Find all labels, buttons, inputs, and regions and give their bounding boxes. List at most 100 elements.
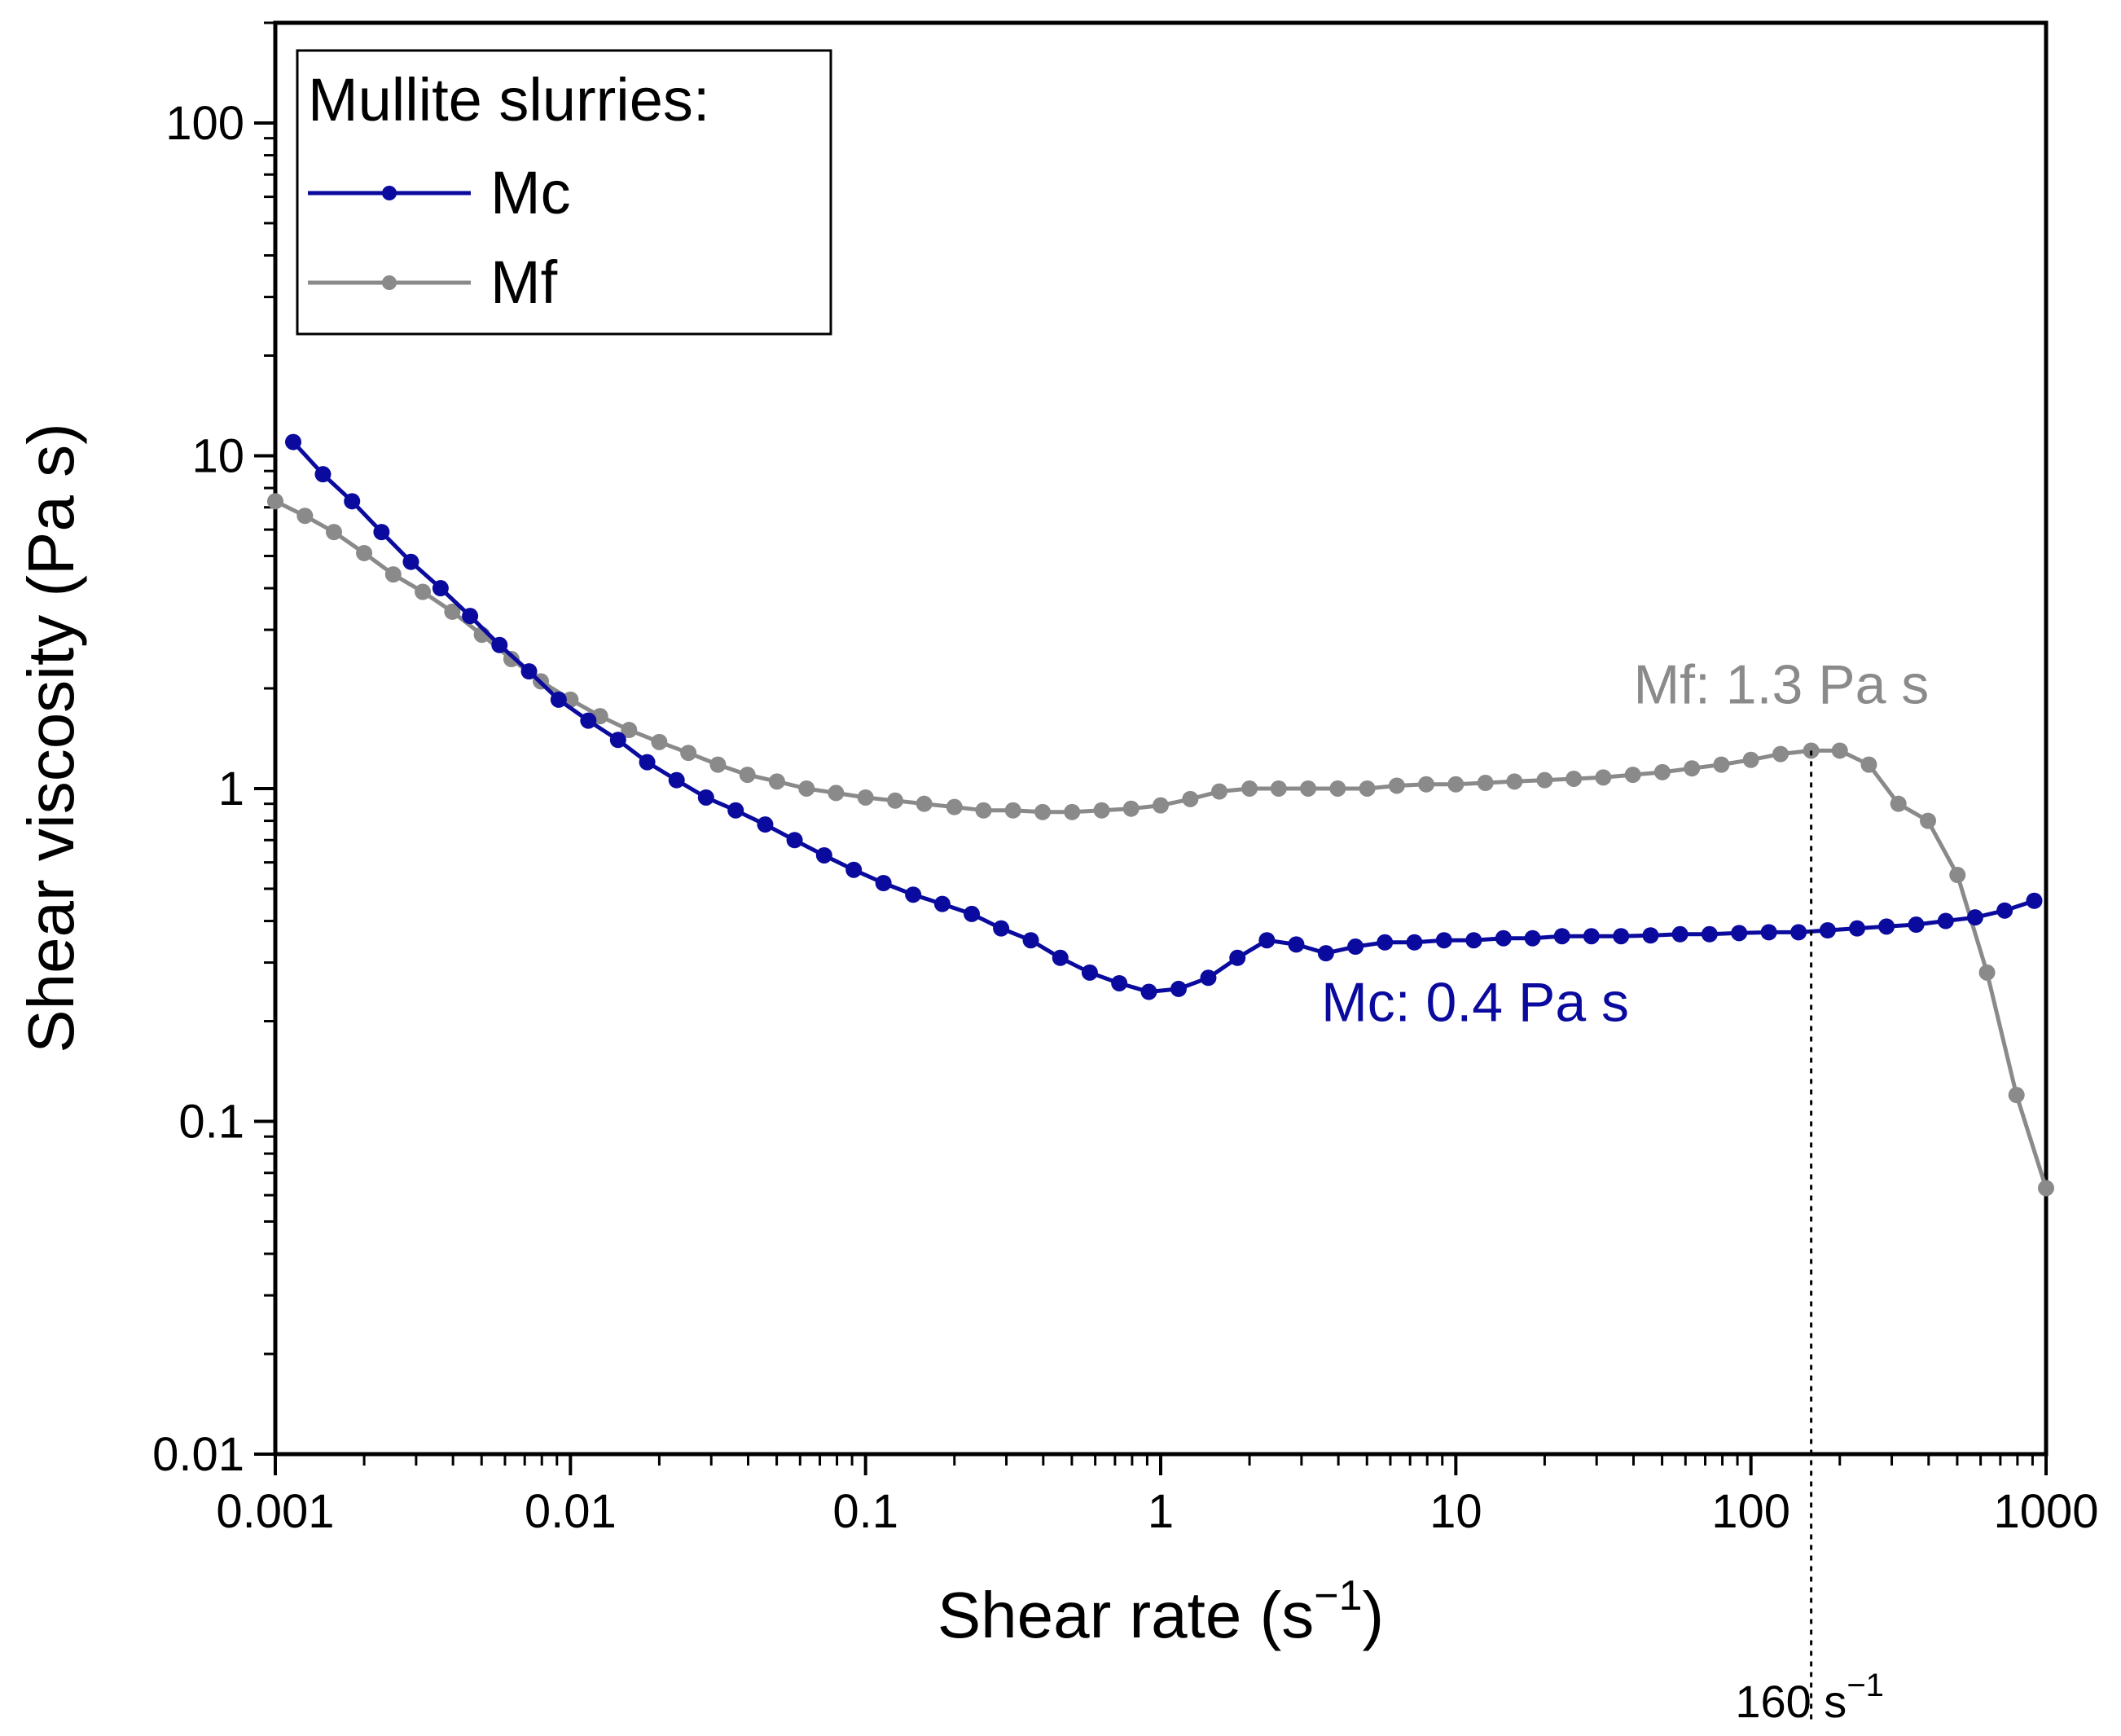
data-point-mf <box>1978 964 1996 981</box>
data-point-mc <box>402 553 419 570</box>
data-point-mf <box>1506 773 1523 790</box>
data-point-mc <box>727 802 744 819</box>
y-tick-label: 1 <box>218 763 244 815</box>
data-point-mc <box>550 691 567 708</box>
x-tick-label: 1000 <box>1993 1485 2098 1538</box>
data-point-mf <box>1034 803 1052 820</box>
annotation-mf: Mf: 1.3 Pa s <box>1633 654 1929 716</box>
data-point-mc <box>1966 909 1983 926</box>
data-point-mc <box>1819 921 1836 938</box>
y-axis-title: Shear viscosity (Pa s) <box>15 423 87 1053</box>
data-point-mf <box>1860 756 1877 773</box>
data-point-mf <box>1418 776 1435 793</box>
data-point-mc <box>580 712 597 729</box>
data-point-mf <box>1713 756 1730 773</box>
data-point-mc <box>875 875 892 892</box>
data-point-mf <box>296 508 314 525</box>
data-point-mc <box>668 771 685 789</box>
data-point-mc <box>1465 932 1482 949</box>
data-point-mc <box>786 832 803 849</box>
series-line-mf <box>274 499 2049 1189</box>
data-point-mc <box>1200 969 1217 987</box>
data-point-mc <box>1022 932 1039 949</box>
data-point-mc <box>905 886 922 903</box>
data-point-mc <box>757 816 774 833</box>
data-point-mf <box>267 493 283 510</box>
data-point-mf <box>1153 797 1169 814</box>
data-point-mc <box>284 433 301 450</box>
data-point-mf <box>1447 776 1464 793</box>
data-point-mc <box>1790 924 1807 941</box>
data-point-mc <box>609 732 626 749</box>
legend: Mullite slurries: Mc Mf <box>296 49 832 336</box>
data-point-mc <box>1878 918 1895 935</box>
data-point-mf <box>1477 775 1494 792</box>
data-point-mc <box>1613 928 1630 945</box>
data-point-mf <box>2038 1180 2054 1197</box>
data-point-mc <box>373 524 390 541</box>
data-point-mc <box>1377 934 1394 951</box>
data-point-mf <box>1684 760 1701 777</box>
data-point-mf <box>768 773 785 790</box>
y-tick-label: 100 <box>165 97 244 150</box>
data-point-mc <box>697 789 714 806</box>
data-point-mc <box>314 466 332 483</box>
data-point-mc <box>1642 927 1659 944</box>
legend-label-mc: Mc <box>490 159 571 226</box>
data-point-mf <box>1536 771 1553 789</box>
data-point-mf <box>975 802 992 819</box>
data-point-mc <box>1671 925 1688 943</box>
data-point-mc <box>1229 949 1246 966</box>
data-point-mf <box>1772 745 1789 763</box>
data-point-mc <box>1258 932 1276 949</box>
data-point-mf <box>384 566 402 583</box>
data-point-mc <box>1731 925 1748 942</box>
reference-line-label: 160 s−1 <box>1735 1668 1884 1727</box>
data-point-mf <box>1300 780 1317 797</box>
data-series <box>267 433 2054 1197</box>
data-point-mc <box>815 846 832 864</box>
data-point-mf <box>1182 790 1199 807</box>
data-point-mf <box>680 745 697 762</box>
data-point-mf <box>1566 770 1583 787</box>
data-point-mf <box>1595 769 1612 786</box>
data-point-mf <box>1359 780 1376 797</box>
data-point-mc <box>1524 930 1541 947</box>
data-point-mf <box>916 795 933 812</box>
data-point-mc <box>993 920 1010 937</box>
data-point-mc <box>2026 892 2043 909</box>
annotations: 160 s−1 Mf: 1.3 Pa s Mc: 0.4 Pa s <box>1321 654 1929 1727</box>
data-point-mf <box>1270 780 1287 797</box>
data-point-mc <box>1347 938 1364 956</box>
data-point-mf <box>651 733 668 750</box>
data-point-mc <box>1937 912 1954 930</box>
y-tick-label: 0.01 <box>152 1428 244 1481</box>
x-tick-label: 0.001 <box>216 1485 334 1538</box>
data-point-mf <box>1949 867 1966 884</box>
data-point-mf <box>1890 795 1907 812</box>
data-point-mf <box>1653 763 1671 780</box>
data-point-mf <box>1388 777 1405 794</box>
data-point-mf <box>828 784 845 802</box>
data-point-mf <box>857 789 874 806</box>
legend-title: Mullite slurries: <box>308 66 709 134</box>
data-point-mf <box>444 603 461 620</box>
data-point-mf <box>1122 800 1140 817</box>
data-point-mf <box>621 722 638 739</box>
data-point-mc <box>1081 964 1098 981</box>
data-point-mc <box>491 636 508 653</box>
x-axis-title: Shear rate (s−1) <box>938 1572 1384 1651</box>
data-point-mc <box>964 905 981 922</box>
data-point-mc <box>1288 936 1305 953</box>
data-point-mf <box>1004 802 1021 819</box>
x-tick-label: 1 <box>1148 1485 1174 1538</box>
data-point-mc <box>1406 934 1423 951</box>
data-point-mf <box>325 524 342 541</box>
data-point-mc <box>1701 925 1718 943</box>
data-point-mc <box>639 754 656 771</box>
legend-marker-mf <box>382 275 397 290</box>
data-point-mc <box>933 895 951 912</box>
data-point-mf <box>946 798 963 815</box>
x-tick-label: 0.01 <box>525 1485 617 1538</box>
